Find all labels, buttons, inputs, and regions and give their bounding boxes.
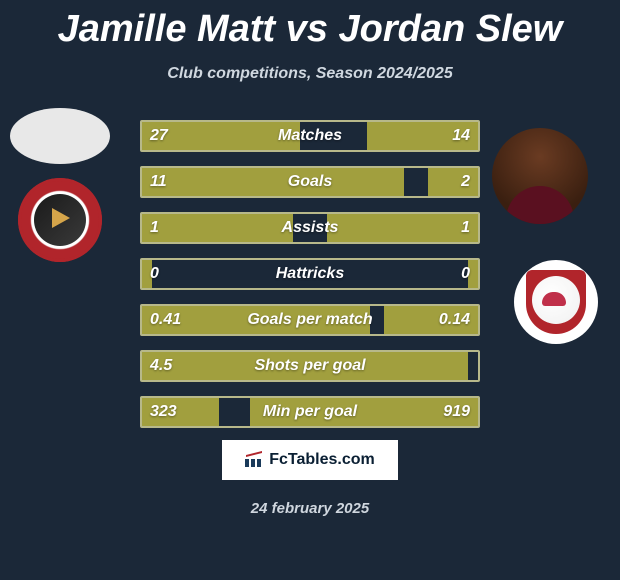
- stat-label: Min per goal: [142, 398, 478, 426]
- fctables-icon: [245, 453, 263, 467]
- page-title: Jamille Matt vs Jordan Slew: [0, 0, 620, 51]
- stat-value-right: 2: [461, 168, 470, 196]
- stat-row: 4.5Shots per goal: [140, 350, 480, 382]
- club-badge-right-crest: [526, 270, 586, 334]
- comparison-chart: 27Matches1411Goals21Assists10Hattricks00…: [140, 120, 480, 442]
- stat-row: 1Assists1: [140, 212, 480, 244]
- date-label: 24 february 2025: [0, 500, 620, 517]
- club-badge-left: [18, 178, 102, 262]
- club-badge-left-crest: [34, 194, 86, 246]
- stat-value-right: 0.14: [439, 306, 470, 334]
- stat-label: Hattricks: [142, 260, 478, 288]
- subtitle: Club competitions, Season 2024/2025: [0, 65, 620, 83]
- watermark[interactable]: FcTables.com: [222, 440, 398, 480]
- stat-label: Goals per match: [142, 306, 478, 334]
- player-left-photo: [10, 108, 110, 164]
- player-right-photo: [492, 128, 588, 224]
- stat-label: Shots per goal: [142, 352, 478, 380]
- stat-row: 323Min per goal919: [140, 396, 480, 428]
- stat-value-right: 0: [461, 260, 470, 288]
- stat-row: 0.41Goals per match0.14: [140, 304, 480, 336]
- stat-row: 27Matches14: [140, 120, 480, 152]
- club-badge-right: [514, 260, 598, 344]
- stat-value-right: 14: [452, 122, 470, 150]
- stat-row: 11Goals2: [140, 166, 480, 198]
- stat-row: 0Hattricks0: [140, 258, 480, 290]
- stat-value-right: 919: [443, 398, 470, 426]
- stat-value-right: 1: [461, 214, 470, 242]
- stat-label: Matches: [142, 122, 478, 150]
- stat-label: Assists: [142, 214, 478, 242]
- watermark-text: FcTables.com: [269, 451, 375, 469]
- stat-label: Goals: [142, 168, 478, 196]
